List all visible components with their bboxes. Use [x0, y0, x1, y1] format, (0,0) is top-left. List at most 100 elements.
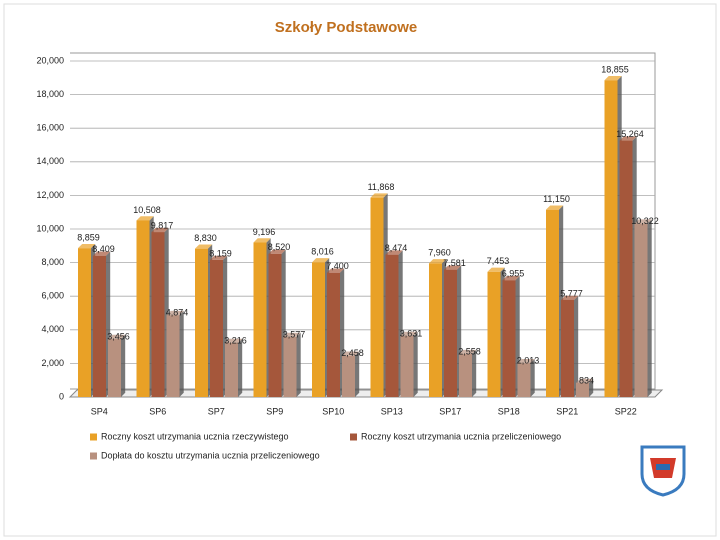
data-label: 8,859	[77, 233, 100, 243]
bar	[93, 255, 106, 397]
bar	[487, 271, 501, 397]
bar-top	[561, 295, 579, 300]
bar-top	[108, 334, 126, 339]
data-label: 3,456	[107, 331, 130, 341]
y-tick-label: 6,000	[41, 291, 64, 301]
bar-top	[253, 238, 271, 243]
x-tick-label: SP22	[615, 406, 637, 416]
bar-top	[604, 76, 622, 81]
bar	[459, 354, 472, 397]
bar-side	[355, 351, 360, 397]
bar	[327, 272, 340, 397]
bar-side	[413, 331, 418, 397]
x-tick-label: SP13	[381, 406, 403, 416]
x-tick-label: SP7	[208, 406, 225, 416]
data-label: 8,409	[92, 244, 115, 254]
bar	[576, 382, 589, 397]
bar-side	[574, 295, 579, 397]
data-label: 7,400	[326, 261, 349, 271]
bar	[342, 355, 355, 397]
bar-top	[400, 331, 418, 336]
legend-label: Roczny koszt utrzymania ucznia rzeczywis…	[101, 431, 289, 441]
bar-top	[444, 265, 462, 270]
data-label: 11,150	[543, 194, 570, 204]
bar	[619, 140, 633, 397]
y-tick-label: 0	[59, 391, 64, 401]
bar-top	[195, 244, 213, 249]
bar	[517, 363, 531, 397]
bar-top	[166, 310, 184, 316]
data-label: 8,520	[268, 242, 291, 252]
bar	[429, 263, 442, 397]
y-tick-label: 4,000	[41, 324, 64, 334]
bar-top	[78, 243, 96, 249]
bar-side	[238, 338, 243, 397]
data-label: 3,216	[224, 335, 247, 345]
data-label: 8,830	[194, 233, 217, 243]
bar-top	[634, 219, 652, 224]
bar-top	[546, 205, 564, 210]
y-tick-label: 20,000	[36, 55, 64, 65]
data-label: 7,960	[428, 248, 451, 258]
bar	[604, 80, 618, 398]
bar-side	[589, 378, 594, 397]
bar	[108, 338, 121, 397]
bar	[195, 248, 208, 397]
data-label: 2,458	[341, 348, 364, 358]
bar-top	[619, 136, 637, 141]
bar-top	[93, 251, 111, 256]
bar-side	[179, 310, 184, 397]
data-label: 7,581	[443, 258, 466, 268]
bar-top	[385, 250, 403, 255]
bar	[561, 299, 574, 397]
bar	[502, 280, 516, 397]
bar	[444, 269, 457, 397]
bar-side	[472, 349, 477, 397]
data-label: 7,453	[487, 256, 510, 266]
data-label: 2,558	[458, 346, 481, 356]
bar-top	[429, 259, 447, 264]
bar-top	[370, 193, 388, 198]
bar-top	[225, 338, 243, 343]
bar-top	[268, 249, 286, 254]
data-label: 8,016	[311, 247, 334, 257]
bar	[385, 254, 399, 397]
bar	[166, 315, 180, 397]
data-label: 9,196	[253, 227, 276, 237]
x-tick-label: SP21	[556, 406, 578, 416]
x-tick-label: SP17	[439, 406, 461, 416]
x-tick-label: SP18	[498, 406, 520, 416]
bar-side	[296, 332, 301, 397]
logo	[640, 445, 686, 497]
y-tick-label: 8,000	[41, 257, 64, 267]
data-label: 15,264	[616, 129, 644, 139]
data-label: 3,631	[400, 328, 423, 338]
bar	[225, 342, 238, 397]
bar	[253, 242, 267, 397]
x-tick-label: SP6	[149, 406, 166, 416]
data-label: 5,777	[560, 288, 583, 298]
bar	[136, 220, 150, 397]
x-tick-label: SP4	[91, 406, 108, 416]
data-label: 6,955	[502, 269, 525, 279]
bar-top	[136, 216, 154, 221]
data-label: 834	[579, 375, 594, 385]
bar-top	[502, 275, 520, 281]
bar-top	[312, 258, 330, 263]
data-label: 4,874	[166, 307, 189, 317]
y-tick-label: 16,000	[36, 123, 64, 133]
x-tick-label: SP9	[266, 406, 283, 416]
y-tick-label: 12,000	[36, 190, 64, 200]
page-border	[3, 3, 717, 537]
legend-swatch	[90, 452, 97, 460]
y-tick-label: 14,000	[36, 156, 64, 166]
data-label: 9,817	[151, 220, 174, 230]
y-tick-label: 2,000	[41, 358, 64, 368]
bar	[78, 248, 91, 397]
data-label: 2,013	[517, 356, 540, 366]
data-label: 3,577	[283, 329, 306, 339]
chart-title: Szkoły Podstawowe	[275, 19, 418, 36]
bar-top	[210, 255, 228, 260]
legend-swatch	[90, 433, 97, 441]
bar	[283, 336, 297, 397]
